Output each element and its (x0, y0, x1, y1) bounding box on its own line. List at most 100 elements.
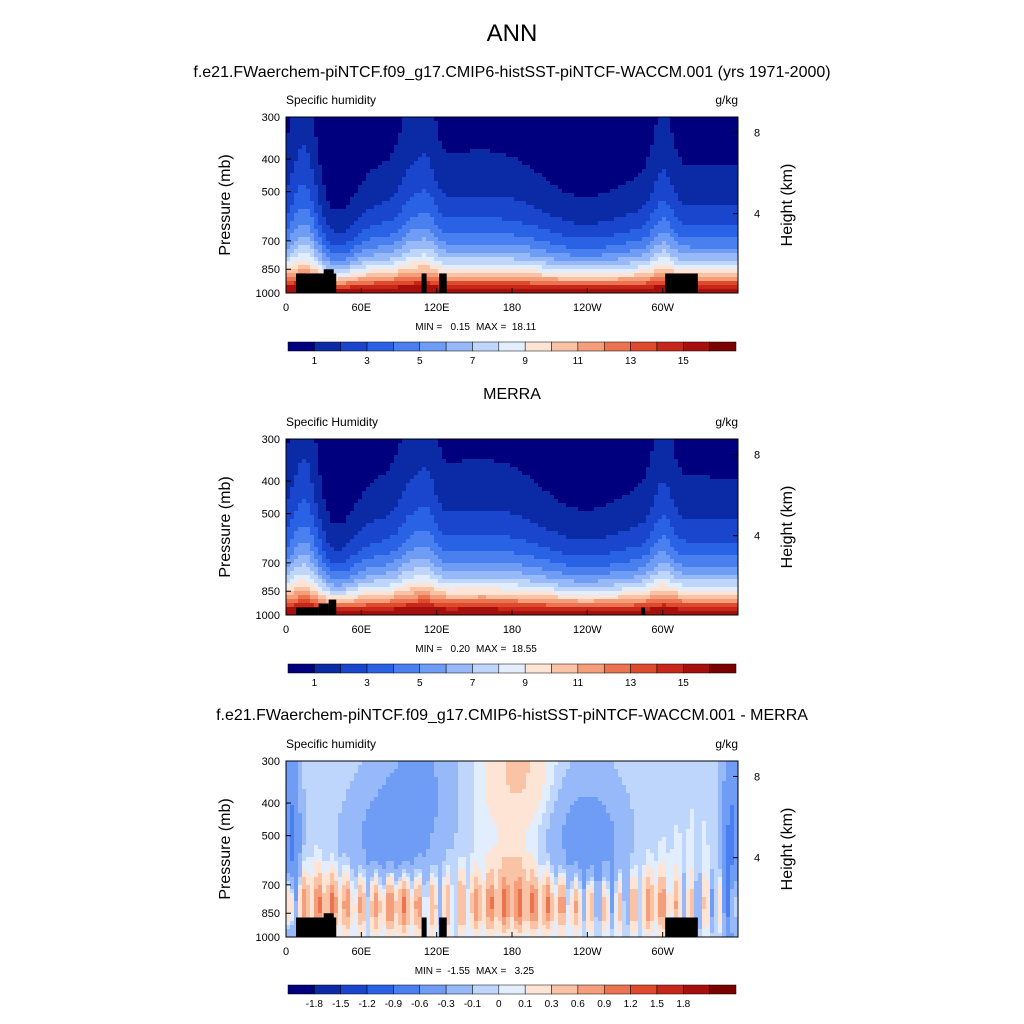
colorbar-swatch (577, 663, 605, 674)
contour-field (286, 439, 738, 615)
terrain-block (421, 917, 427, 937)
colorbar-swatch (287, 663, 315, 674)
y-axis-label: Pressure (mb) (217, 798, 234, 899)
colorbar-swatch (603, 663, 631, 674)
colorbar-label: -1.5 (332, 999, 350, 1010)
colorbar-swatch (445, 663, 473, 674)
panel3-title: f.e21.FWaerchem-piNTCF.f09_g17.CMIP6-his… (216, 707, 808, 724)
colorbar-swatch (340, 663, 368, 674)
colorbar-swatch (287, 984, 315, 995)
colorbar-swatch (287, 341, 315, 352)
y-tick-label: 400 (262, 476, 280, 488)
x-tick-label: 180 (503, 946, 521, 958)
terrain-mask (296, 913, 698, 937)
colorbar-label: 9 (522, 356, 528, 367)
y-tick-label: 500 (262, 831, 280, 843)
colorbar-label: 7 (470, 356, 476, 367)
colorbar-swatch (683, 663, 710, 674)
terrain-block (665, 273, 698, 293)
colorbar-swatch (393, 341, 421, 352)
x-tick-label: 60W (651, 946, 674, 958)
terrain-block (641, 607, 646, 615)
colorbar-label: 1.8 (676, 999, 690, 1010)
max-label: MAX = 18.11 (476, 322, 537, 333)
colorbar-swatch (551, 341, 579, 352)
min-label: MIN = -1.55 (415, 966, 471, 977)
colorbar-swatch (419, 341, 447, 352)
x-tick-label: 60W (651, 302, 674, 314)
colorbar-swatch (314, 663, 341, 674)
y-tick-label: 1000 (256, 610, 280, 622)
max-label: MAX = 3.25 (476, 966, 535, 977)
x-tick-label: 120E (424, 946, 450, 958)
colorbar-swatch (340, 984, 368, 995)
y-axis-right-label: Height (km) (779, 486, 796, 569)
contour-field (286, 761, 738, 937)
colorbar-swatch (445, 341, 473, 352)
colorbar-label: -0.1 (464, 999, 482, 1010)
colorbar-swatch (630, 984, 658, 995)
terrain-block (323, 913, 334, 937)
colorbar-swatch (683, 984, 710, 995)
panel-difference: 0 60E 120E 180 120W 60W300400500700850100084 … (217, 737, 796, 977)
colorbar-swatch (472, 663, 500, 674)
colorbar-label: 1 (312, 678, 318, 689)
colorbar-label: -1.2 (358, 999, 376, 1010)
colorbar-swatch (314, 341, 341, 352)
colorbar-swatch (709, 341, 737, 352)
y-tick-label: 500 (262, 187, 280, 199)
y-tick-label: 400 (262, 798, 280, 810)
colorbar-label: 15 (678, 356, 690, 367)
y-tick-label: 400 (262, 154, 280, 166)
colorbar-label: 3 (364, 356, 370, 367)
colorbar-swatch (524, 984, 552, 995)
colorbar-label: 0.1 (518, 999, 532, 1010)
colorbar-label: 13 (625, 678, 637, 689)
x-tick-label: 0 (283, 624, 289, 636)
y-right-tick-label: 8 (754, 771, 760, 783)
colorbar-swatch (366, 984, 394, 995)
max-label: MAX = 18.55 (476, 644, 537, 655)
colorbar-label: 1.2 (624, 999, 638, 1010)
colorbar-swatch (524, 341, 552, 352)
colorbar-label: 0.6 (571, 999, 585, 1010)
y-right-tick-label: 4 (754, 853, 760, 865)
x-tick-label: 0 (283, 302, 289, 314)
colorbar-swatch (419, 984, 447, 995)
colorbar-swatch (630, 663, 658, 674)
colorbar-swatch (419, 663, 447, 674)
colorbar-swatch (445, 984, 473, 995)
colorbar-swatch (656, 984, 684, 995)
colorbar-swatch (472, 984, 500, 995)
colorbar-swatch (551, 984, 579, 995)
colorbar-swatch (472, 341, 500, 352)
terrain-block (665, 917, 698, 937)
colorbar-merra: 1 3 5 7 9 11 13 15 (287, 663, 737, 689)
main-title: ANN (486, 20, 538, 47)
y-axis-label: Pressure (mb) (217, 154, 234, 255)
x-tick-label: 120E (424, 302, 450, 314)
terrain-block (328, 599, 337, 615)
colorbar-swatch (393, 984, 421, 995)
y-tick-label: 500 (262, 509, 280, 521)
colorbar-swatch (524, 663, 552, 674)
colorbar-label: 13 (625, 356, 637, 367)
axis-ticks: 0 60E 120E 180 120W 60W 300 400 500 700 850 1000 8 4 (256, 756, 761, 958)
colorbar-swatch (498, 341, 526, 352)
colorbar-label: -0.3 (438, 999, 456, 1010)
colorbar-swatch (366, 341, 394, 352)
variable-label: Specific humidity (286, 737, 376, 751)
colorbar-model: 1 3 5 7 9 11 13 15 (287, 341, 737, 367)
y-tick-label: 850 (262, 586, 280, 598)
y-right-tick-label: 4 (754, 531, 760, 543)
colorbar-label: 3 (364, 678, 370, 689)
variable-label: Specific humidity (286, 93, 376, 107)
panel-model: 0 60E 120E 180 120W 60W300400500700850100084 … (217, 93, 796, 333)
units-label: g/kg (715, 93, 738, 107)
x-tick-label: 180 (503, 302, 521, 314)
x-tick-label: 0 (283, 946, 289, 958)
x-tick-label: 180 (503, 624, 521, 636)
x-tick-label: 120W (573, 946, 602, 958)
colorbar-swatch (393, 663, 421, 674)
colorbar-label: 7 (470, 678, 476, 689)
